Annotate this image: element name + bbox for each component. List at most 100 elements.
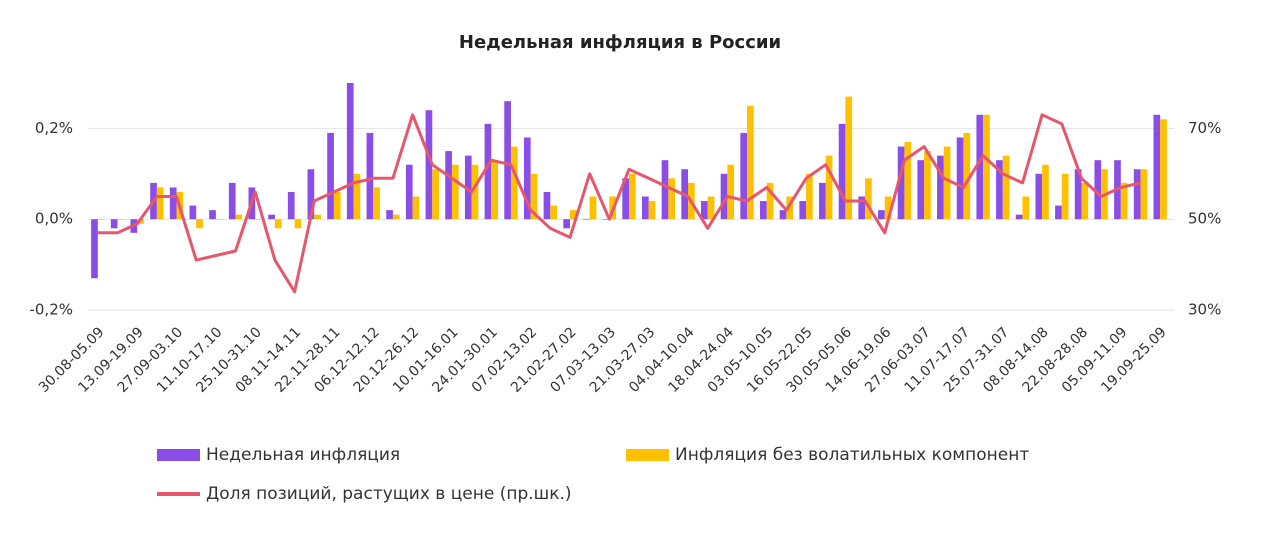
bar (858, 196, 866, 220)
bar (838, 123, 846, 220)
bar (845, 96, 853, 220)
bar (432, 169, 439, 220)
bar (464, 155, 472, 220)
bar (228, 182, 236, 220)
bar (268, 214, 275, 220)
y2-tick-label: 70% (1188, 119, 1221, 137)
y-tick-label: -0,2% (29, 301, 73, 319)
bar (274, 219, 282, 229)
bar (1153, 114, 1161, 220)
bar (523, 137, 531, 220)
bar (956, 137, 964, 220)
chart-title: Недельная инфляция в России (459, 32, 781, 53)
legend-label: Недельная инфляция (206, 445, 400, 465)
bar (1015, 214, 1023, 220)
legend-label: Доля позиций, растущих в цене (пр.шк.) (206, 484, 572, 504)
bar (1055, 205, 1062, 220)
y-tick-label: 0,2% (35, 119, 73, 137)
bar (1002, 155, 1010, 220)
bar (701, 201, 708, 220)
bar (412, 196, 420, 220)
bar (550, 205, 557, 220)
bar (897, 146, 905, 220)
bar (747, 105, 754, 220)
bar (353, 173, 361, 220)
bar (196, 219, 203, 229)
bar (1035, 173, 1043, 220)
bar (97, 219, 105, 220)
bar (366, 132, 374, 220)
bar (1160, 119, 1167, 220)
bar (648, 201, 656, 220)
y2-tick-label: 50% (1188, 210, 1221, 228)
bar (1061, 173, 1069, 220)
y-tick-label: 0,0% (35, 210, 73, 228)
bar (707, 196, 715, 220)
bar (825, 155, 833, 220)
bar (983, 114, 990, 220)
legend-label: Инфляция без волатильных компонент (675, 445, 1029, 465)
bar (504, 101, 511, 220)
bar (1120, 182, 1128, 220)
bar (1133, 169, 1141, 220)
bar (569, 210, 577, 220)
bar (1081, 182, 1089, 220)
bar (425, 110, 433, 220)
bar (661, 160, 669, 220)
bar (156, 187, 164, 220)
bar (117, 219, 125, 220)
bar (924, 151, 931, 220)
bar (976, 114, 984, 220)
bar (287, 191, 295, 220)
bar (996, 160, 1003, 220)
bar (386, 210, 393, 220)
bar (904, 142, 912, 220)
bar (779, 210, 787, 220)
bar (471, 164, 479, 220)
bar (917, 160, 925, 220)
bar (327, 132, 334, 220)
bar (333, 191, 341, 220)
bar (1074, 169, 1082, 220)
bar (641, 196, 649, 220)
bar (884, 196, 892, 220)
y2-tick-label: 30% (1188, 301, 1221, 319)
bar (760, 201, 767, 220)
bar (215, 219, 223, 220)
legend-swatch (157, 449, 200, 461)
bar (1140, 169, 1148, 220)
bar (189, 205, 197, 220)
bar (629, 173, 636, 220)
bar (510, 146, 518, 220)
bar (589, 196, 597, 220)
bar (491, 160, 498, 220)
bar (169, 187, 177, 220)
bar (878, 210, 885, 220)
bar (727, 164, 735, 220)
bar (91, 219, 98, 279)
bar (110, 219, 118, 229)
bar (530, 173, 538, 220)
bar (294, 219, 302, 229)
bar (451, 164, 459, 220)
bar (819, 182, 826, 220)
bar (720, 173, 728, 220)
bar (1022, 196, 1030, 220)
bar (209, 210, 216, 220)
bar (963, 132, 971, 220)
bar (307, 169, 315, 220)
bar (392, 214, 400, 220)
bar (314, 214, 321, 220)
bar (1042, 164, 1049, 220)
bar (1094, 160, 1102, 220)
bar (484, 123, 492, 220)
bar (668, 178, 676, 220)
legend-swatch (626, 449, 669, 461)
bar (346, 83, 354, 220)
line-series (97, 113, 1141, 294)
bar (563, 219, 570, 229)
bar (255, 219, 262, 220)
bar (373, 187, 380, 220)
bar (766, 182, 774, 220)
